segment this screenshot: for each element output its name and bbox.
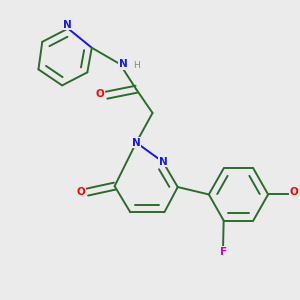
Text: N: N bbox=[158, 157, 167, 167]
Text: O: O bbox=[290, 187, 298, 197]
Text: O: O bbox=[96, 89, 104, 99]
Text: N: N bbox=[118, 59, 127, 69]
Text: N: N bbox=[63, 20, 72, 30]
Text: O: O bbox=[76, 187, 85, 197]
Text: H: H bbox=[133, 61, 140, 70]
Text: N: N bbox=[132, 138, 141, 148]
Text: F: F bbox=[220, 247, 226, 257]
